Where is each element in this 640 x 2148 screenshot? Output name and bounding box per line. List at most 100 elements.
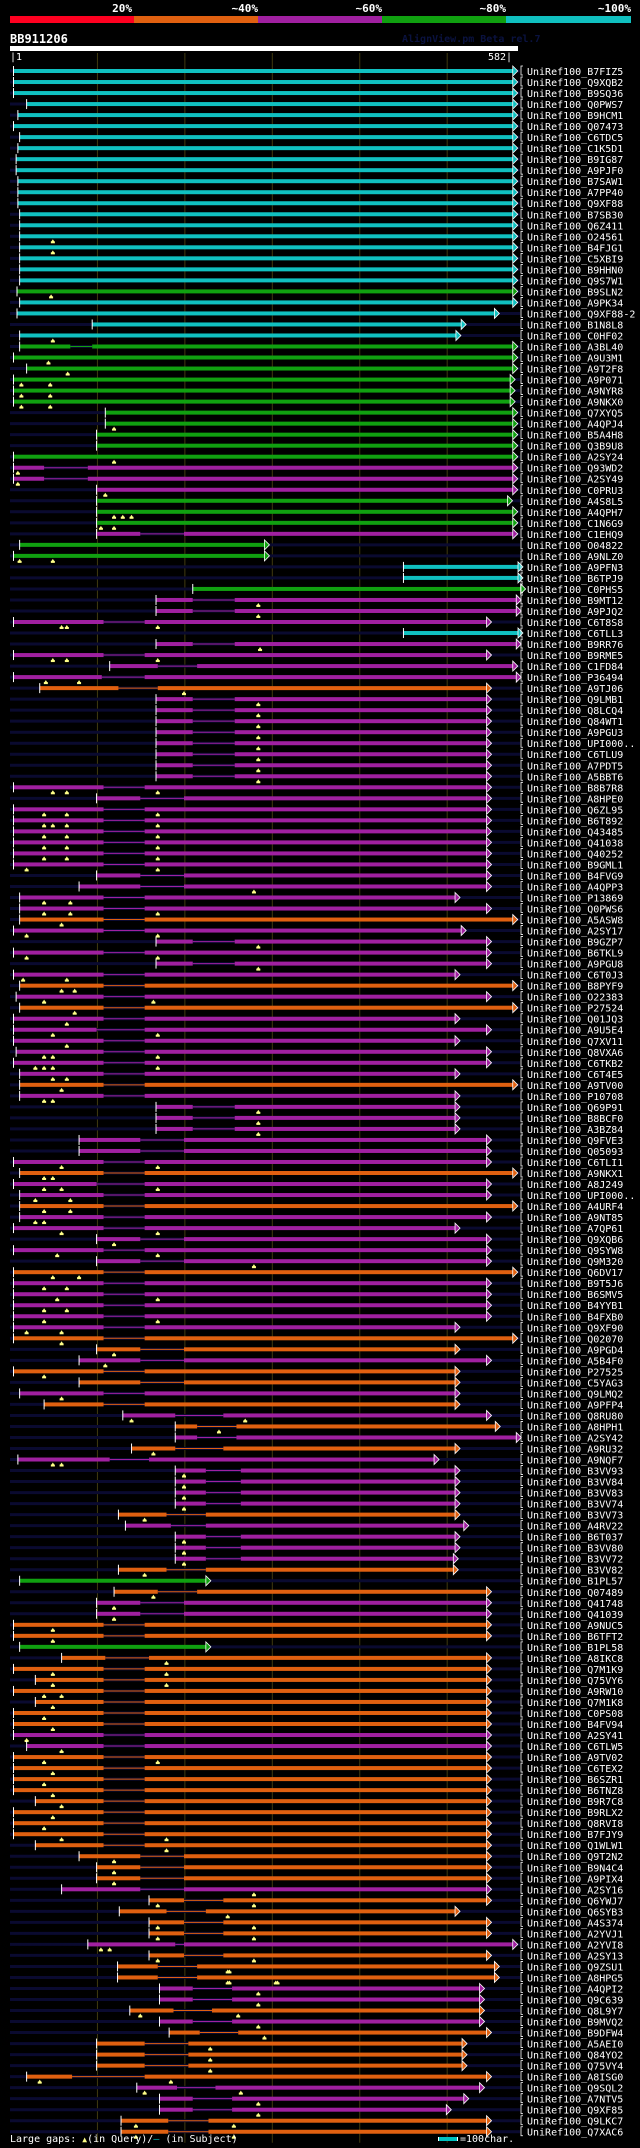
hit-label[interactable]: UniRef100_Q7M1K9 [527, 1665, 623, 1676]
hit-label[interactable]: UniRef100_Q9XF90 [527, 1323, 623, 1334]
hit-label[interactable]: UniRef100_B8B7R8 [527, 783, 623, 794]
hit-label[interactable]: UniRef100_A9RU32 [527, 1445, 623, 1456]
hit-label[interactable]: UniRef100_C5XBI9 [527, 254, 623, 265]
hit-label[interactable]: UniRef100_Q9ZSU1 [527, 1962, 623, 1973]
hit-label[interactable]: UniRef100_B9SQ36 [527, 89, 623, 100]
hit-label[interactable]: UniRef100_A8IKC8 [527, 1654, 623, 1665]
hit-label[interactable]: UniRef100_Q40252 [527, 849, 623, 860]
hit-label[interactable]: UniRef100_A9PFP4 [527, 1400, 623, 1411]
hit-label[interactable]: UniRef100_A5B4F0 [527, 1356, 623, 1367]
hit-label[interactable]: UniRef100_A9NLZ0 [527, 552, 623, 563]
hit-label[interactable]: UniRef100_A9PJQ2 [527, 607, 623, 618]
hit-label[interactable]: UniRef100_A9TV02 [527, 1753, 623, 1764]
hit-label[interactable]: UniRef100_A8HPE0 [527, 794, 623, 805]
hit-label[interactable]: UniRef100_C0PS08 [527, 1709, 623, 1720]
hit-label[interactable]: UniRef100_B5A4H8 [527, 431, 623, 442]
hit-label[interactable]: UniRef100_C0PHS5 [527, 585, 623, 596]
hit-label[interactable]: UniRef100_A4RV22 [527, 1522, 623, 1533]
hit-label[interactable]: UniRef100_Q9SYW8 [527, 1246, 623, 1257]
hit-label[interactable]: UniRef100_Q3B9U8 [527, 442, 623, 453]
hit-label[interactable]: UniRef100_A2SY41 [527, 1731, 623, 1742]
hit-label[interactable]: UniRef100_A4QPH7 [527, 508, 623, 519]
hit-label[interactable]: UniRef100_B9RR76 [527, 640, 623, 651]
hit-label[interactable]: UniRef100_B3VV74 [527, 1500, 623, 1511]
hit-label[interactable]: UniRef100_B3VV93 [527, 1467, 623, 1478]
hit-label[interactable]: UniRef100_B9HCM1 [527, 111, 623, 122]
hit-label[interactable]: UniRef100_P13869 [527, 894, 623, 905]
hit-label[interactable]: UniRef100_B3VV73 [527, 1511, 623, 1522]
hit-label[interactable]: UniRef100_Q6Z411 [527, 221, 623, 232]
hit-label[interactable]: UniRef100_B7FJY9 [527, 1830, 623, 1841]
hit-label[interactable]: UniRef100_P27524 [527, 1004, 623, 1015]
hit-label[interactable]: UniRef100_A9NKX0 [527, 398, 623, 409]
hit-label[interactable]: UniRef100_A9NKX1 [527, 1169, 623, 1180]
hit-label[interactable]: UniRef100_B4YYB1 [527, 1301, 623, 1312]
hit-label[interactable]: UniRef100_Q8VXA6 [527, 1048, 623, 1059]
hit-label[interactable]: UniRef100_A9NYR8 [527, 387, 623, 398]
hit-label[interactable]: UniRef100_A2SY16 [527, 1885, 623, 1896]
hit-label[interactable]: UniRef100_Q1WLW1 [527, 1841, 623, 1852]
hit-label[interactable]: UniRef100_Q7XAC6 [527, 2128, 623, 2139]
hit-label[interactable]: UniRef100_Q9LMQ2 [527, 1389, 623, 1400]
hit-label[interactable]: UniRef100_Q9XF88 [527, 199, 623, 210]
hit-label[interactable]: UniRef100_B1PL58 [527, 1643, 623, 1654]
hit-label[interactable]: UniRef100_Q0PWS7 [527, 100, 623, 111]
hit-label[interactable]: UniRef100_C6TLU9 [527, 750, 623, 761]
hit-label[interactable]: UniRef100_Q9LMB1 [527, 695, 623, 706]
hit-label[interactable]: UniRef100_A9PGU8 [527, 960, 623, 971]
hit-label[interactable]: UniRef100_B7SAW1 [527, 177, 623, 188]
hit-label[interactable]: UniRef100_Q02070 [527, 1334, 623, 1345]
hit-label[interactable]: UniRef100_A2SY17 [527, 927, 623, 938]
hit-label[interactable]: UniRef100_C5YAG3 [527, 1378, 623, 1389]
hit-label[interactable]: UniRef100_B9N4C4 [527, 1863, 623, 1874]
hit-label[interactable]: UniRef100_O04822 [527, 541, 623, 552]
hit-label[interactable]: UniRef100_B4FXB0 [527, 1312, 623, 1323]
hit-label[interactable]: UniRef100_A9T2F8 [527, 365, 623, 376]
hit-label[interactable]: UniRef100_B7FIZ5 [527, 67, 623, 78]
hit-label[interactable]: UniRef100_Q7M1K8 [527, 1698, 623, 1709]
hit-label[interactable]: UniRef100_P36494 [527, 673, 623, 684]
hit-label[interactable]: UniRef100_Q7XV11 [527, 1037, 623, 1048]
hit-label[interactable]: UniRef100_Q01JQ3 [527, 1015, 623, 1026]
hit-label[interactable]: UniRef100_Q9FVE3 [527, 1136, 623, 1147]
hit-label[interactable]: UniRef100_B1PL57 [527, 1577, 623, 1588]
hit-label[interactable]: UniRef100_C6T8S8 [527, 618, 623, 629]
hit-label[interactable]: UniRef100_A4S374 [527, 1918, 623, 1929]
hit-label[interactable]: UniRef100_Q7XYQ5 [527, 409, 623, 420]
hit-label[interactable]: UniRef100_C6TLI1 [527, 1158, 623, 1169]
hit-label[interactable]: UniRef100_A2SY13 [527, 1951, 623, 1962]
hit-label[interactable]: UniRef100_A3BZ84 [527, 1125, 623, 1136]
hit-label[interactable]: UniRef100_B4FJG1 [527, 243, 623, 254]
hit-label[interactable]: UniRef100_A9PGD4 [527, 1345, 623, 1356]
hit-label[interactable]: UniRef100_A2YVI8 [527, 1940, 623, 1951]
hit-label[interactable]: UniRef100_Q6YWJ7 [527, 1896, 623, 1907]
hit-label[interactable]: UniRef100_A9NQF7 [527, 1456, 623, 1467]
hit-label[interactable]: UniRef100_B8PYF9 [527, 982, 623, 993]
hit-label[interactable]: UniRef100_Q9LKC7 [527, 2117, 623, 2128]
hit-label[interactable]: UniRef100_A4QPI2 [527, 1984, 623, 1995]
hit-label[interactable]: UniRef100_B8BCF0 [527, 1114, 623, 1125]
hit-label[interactable]: UniRef100_B6TNZ8 [527, 1786, 623, 1797]
hit-label[interactable]: UniRef100_Q9S7W1 [527, 276, 623, 287]
hit-label[interactable]: UniRef100_B3VV84 [527, 1478, 623, 1489]
hit-label[interactable]: UniRef100_B6TFT2 [527, 1632, 623, 1643]
hit-label[interactable]: UniRef100_Q9C639 [527, 1996, 623, 2007]
hit-label[interactable]: UniRef100_B4FVG9 [527, 871, 623, 882]
hit-label[interactable]: UniRef100_A7NTV5 [527, 2095, 623, 2106]
hit-label[interactable]: UniRef100_A9TJ06 [527, 684, 623, 695]
hit-label[interactable]: UniRef100_A5AEI0 [527, 2040, 623, 2051]
hit-label[interactable]: UniRef100_B9HHN0 [527, 265, 623, 276]
hit-label[interactable]: UniRef100_C1EHQ9 [527, 530, 623, 541]
hit-label[interactable]: UniRef100_C6TLW5 [527, 1742, 623, 1753]
hit-label[interactable]: UniRef100_A9PFN3 [527, 563, 623, 574]
hit-label[interactable]: UniRef100_Q84WT1 [527, 717, 623, 728]
hit-label[interactable]: UniRef100_B9IG87 [527, 155, 623, 166]
hit-label[interactable]: UniRef100_UPI000.. [527, 1191, 635, 1202]
hit-label[interactable]: UniRef100_A5BBT6 [527, 772, 623, 783]
hit-label[interactable]: UniRef100_Q41748 [527, 1599, 623, 1610]
hit-label[interactable]: UniRef100_Q75VY6 [527, 1676, 623, 1687]
hit-label[interactable]: UniRef100_B3VV72 [527, 1555, 623, 1566]
hit-label[interactable]: UniRef100_A9U3M1 [527, 354, 623, 365]
hit-label[interactable]: UniRef100_B3VV80 [527, 1544, 623, 1555]
hit-label[interactable]: UniRef100_Q84YO2 [527, 2051, 623, 2062]
